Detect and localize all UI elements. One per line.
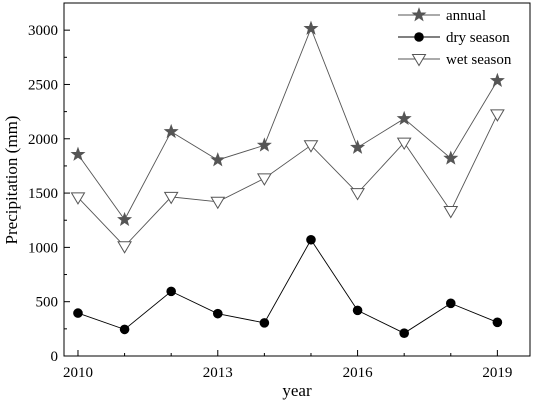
y-tick-label: 3000 [28, 23, 58, 39]
legend-marker [411, 7, 427, 22]
data-point [396, 137, 412, 151]
series-line [77, 114, 498, 247]
legend-label: wet season [446, 52, 512, 68]
data-point [117, 241, 132, 254]
data-point [443, 205, 459, 219]
x-axis-label: year [282, 381, 312, 400]
data-point [303, 140, 319, 153]
x-axis: 2010 2013 2016 2019 [63, 350, 512, 381]
data-point [445, 298, 456, 309]
data-point [119, 324, 130, 335]
data-point [163, 123, 179, 139]
data-point [352, 305, 363, 316]
plot-frame [63, 2, 531, 357]
data-point [70, 146, 86, 161]
x-tick-label: 2010 [63, 365, 93, 381]
legend-marker [411, 54, 427, 67]
data-point [492, 317, 503, 328]
data-point [443, 150, 459, 165]
data-point [73, 308, 83, 318]
data-point [257, 173, 272, 186]
x-tick-label: 2016 [343, 365, 374, 381]
series-wet-season [70, 109, 505, 254]
y-axis-label: Precipitation (mm) [2, 116, 21, 245]
series-line [77, 238, 498, 334]
y-tick-label: 2500 [28, 77, 58, 93]
data-point [256, 137, 272, 152]
legend: annual dry season wet season [398, 7, 512, 68]
data-point [303, 20, 319, 35]
data-point [489, 72, 505, 88]
y-axis: 0 500 1000 1500 2000 2500 3000 [28, 23, 70, 365]
legend-label: dry season [446, 30, 510, 46]
data-point [350, 188, 365, 201]
y-tick-label: 1500 [28, 186, 58, 202]
y-tick-label: 0 [51, 349, 59, 365]
data-point [259, 318, 270, 328]
data-point [350, 139, 366, 154]
data-point [210, 196, 226, 210]
legend-label: annual [446, 8, 486, 24]
y-tick-label: 500 [36, 295, 59, 311]
data-point [163, 191, 179, 205]
y-tick-label: 2000 [28, 132, 58, 148]
x-tick-label: 2013 [203, 365, 233, 381]
y-tick-label: 1000 [28, 240, 58, 256]
data-point [210, 152, 226, 167]
data-point [70, 192, 86, 205]
data-point [117, 211, 133, 227]
data-point [212, 308, 223, 319]
series-line [77, 27, 498, 221]
data-point [306, 234, 316, 245]
data-point [166, 286, 176, 297]
data-point [399, 328, 409, 338]
series-dry-season [73, 234, 503, 338]
series-annual [70, 20, 505, 227]
x-tick-label: 2019 [482, 365, 512, 381]
series-layer [70, 20, 505, 338]
data-point [490, 109, 505, 122]
data-point [396, 110, 412, 126]
legend-marker [414, 32, 424, 42]
